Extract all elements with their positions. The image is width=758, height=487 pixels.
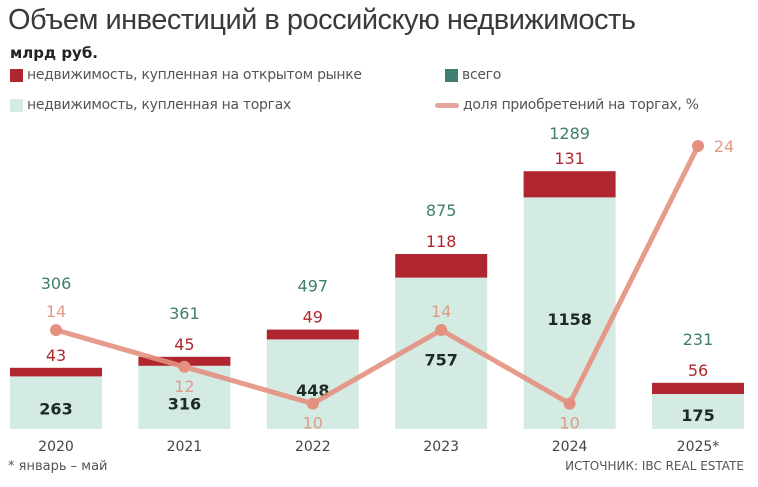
share-label: 10 xyxy=(559,414,579,433)
legend-swatch-open-market xyxy=(10,68,23,82)
x-tick-label: 2020 xyxy=(38,439,74,455)
x-tick-label: 2025* xyxy=(677,439,720,455)
legend-share: доля приобретений на торгах, % xyxy=(435,97,699,113)
legend-auction: недвижимость, купленная на торгах xyxy=(10,97,291,113)
value-label-open-market: 118 xyxy=(426,232,457,251)
value-label-total: 497 xyxy=(298,277,329,296)
bar-auction xyxy=(10,376,102,429)
chart-title: Объем инвестиций в российскую недвижимос… xyxy=(8,4,636,36)
value-label-auction: 757 xyxy=(424,350,457,369)
bar-open-market xyxy=(266,329,359,340)
share-point xyxy=(178,360,191,373)
value-label-total: 1289 xyxy=(549,124,590,143)
share-point xyxy=(306,397,319,410)
share-point xyxy=(563,397,576,410)
legend-label: всего xyxy=(462,67,501,83)
value-label-auction: 448 xyxy=(296,381,329,400)
x-tick-label: 2022 xyxy=(295,439,331,455)
legend-open-market: недвижимость, купленная на открытом рынк… xyxy=(10,67,362,83)
share-point xyxy=(692,140,704,152)
share-point xyxy=(50,324,62,336)
share-label: 10 xyxy=(303,414,323,433)
value-label-auction: 263 xyxy=(39,400,72,419)
share-label: 14 xyxy=(431,302,451,321)
legend-swatch-auction xyxy=(10,98,23,112)
unit-label: млрд руб. xyxy=(10,44,99,62)
x-tick-label: 2024 xyxy=(552,439,588,455)
bar-auction xyxy=(395,277,488,429)
bar-open-market xyxy=(10,367,102,377)
x-tick-label: 2021 xyxy=(167,439,203,455)
legend-label: недвижимость, купленная на открытом рынк… xyxy=(27,67,362,83)
share-label: 12 xyxy=(174,377,194,396)
share-label: 24 xyxy=(714,137,734,156)
source: ИСТОЧНИК: IBC REAL ESTATE xyxy=(565,459,744,473)
value-label-total: 231 xyxy=(683,330,714,349)
x-tick-label: 2023 xyxy=(423,439,459,455)
bar-open-market xyxy=(523,171,616,198)
value-label-open-market: 43 xyxy=(46,346,66,365)
bar-auction xyxy=(652,394,744,429)
legend-swatch-total xyxy=(445,68,458,82)
bar-auction xyxy=(523,197,616,429)
value-label-total: 306 xyxy=(41,274,72,293)
bar-open-market xyxy=(652,382,744,394)
value-label-total: 875 xyxy=(426,201,457,220)
legend-total: всего xyxy=(445,67,501,83)
share-label: 14 xyxy=(46,302,66,321)
value-label-auction: 316 xyxy=(168,394,201,413)
share-point xyxy=(435,324,448,336)
legend-label: недвижимость, купленная на торгах xyxy=(27,97,291,113)
bar-open-market xyxy=(395,254,488,278)
footnote: * январь – май xyxy=(8,459,108,474)
value-label-auction: 1158 xyxy=(547,310,592,329)
value-label-open-market: 49 xyxy=(303,308,323,327)
legend-label: доля приобретений на торгах, % xyxy=(463,97,699,113)
share-line xyxy=(55,144,701,407)
legend-swatch-share xyxy=(435,102,459,108)
value-label-auction: 175 xyxy=(681,406,714,425)
value-label-open-market: 131 xyxy=(554,149,585,168)
value-label-open-market: 45 xyxy=(174,335,194,354)
value-label-total: 361 xyxy=(169,304,200,323)
value-label-open-market: 56 xyxy=(688,361,708,380)
